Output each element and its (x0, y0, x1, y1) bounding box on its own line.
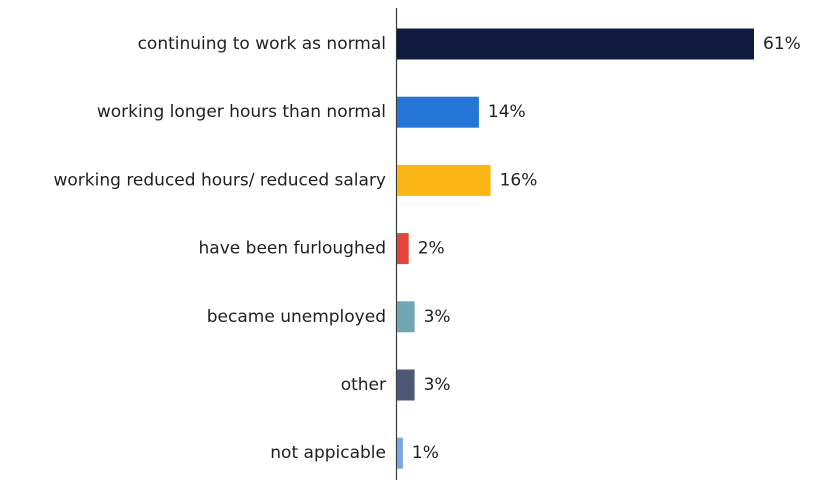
value-label: 3% (424, 307, 451, 327)
value-labels: 61% 14% 16% 2% 3% 3% 1% (412, 34, 801, 463)
value-label: 2% (418, 239, 445, 259)
category-label: other (341, 375, 386, 395)
category-labels: continuing to work as normal working long… (53, 34, 386, 463)
category-label: became unemployed (207, 307, 386, 327)
value-label: 14% (488, 102, 526, 122)
value-label: 1% (412, 443, 439, 463)
category-label: working reduced hours/ reduced salary (53, 170, 386, 190)
bars-layer (397, 28, 754, 469)
bar (397, 164, 491, 196)
bar (397, 233, 409, 265)
value-label: 61% (763, 34, 801, 54)
value-label: 3% (424, 375, 451, 395)
category-label: have been furloughed (199, 239, 386, 259)
bar (397, 28, 754, 60)
bar (397, 301, 415, 333)
value-label: 16% (500, 170, 538, 190)
category-label: not appicable (270, 443, 386, 463)
category-label: continuing to work as normal (138, 34, 386, 54)
bar (397, 96, 479, 128)
bar (397, 437, 403, 469)
category-label: working longer hours than normal (97, 102, 386, 122)
bar (397, 369, 415, 401)
